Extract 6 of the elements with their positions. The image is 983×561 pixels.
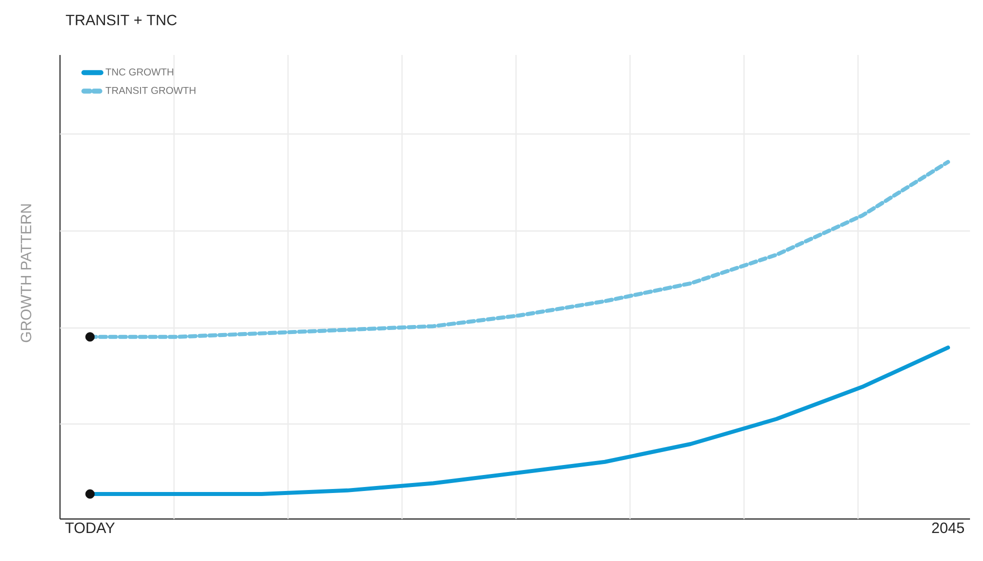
x-tick-label: 2045 [932,522,964,534]
chart-title: TRANSIT + TNC [66,14,177,26]
legend-label: TRANSIT GROWTH [106,86,196,94]
y-axis-title: GROWTH PATTERN [20,204,32,342]
legend-label: TNC GROWTH [106,68,174,76]
x-tick-label: TODAY [65,522,115,534]
